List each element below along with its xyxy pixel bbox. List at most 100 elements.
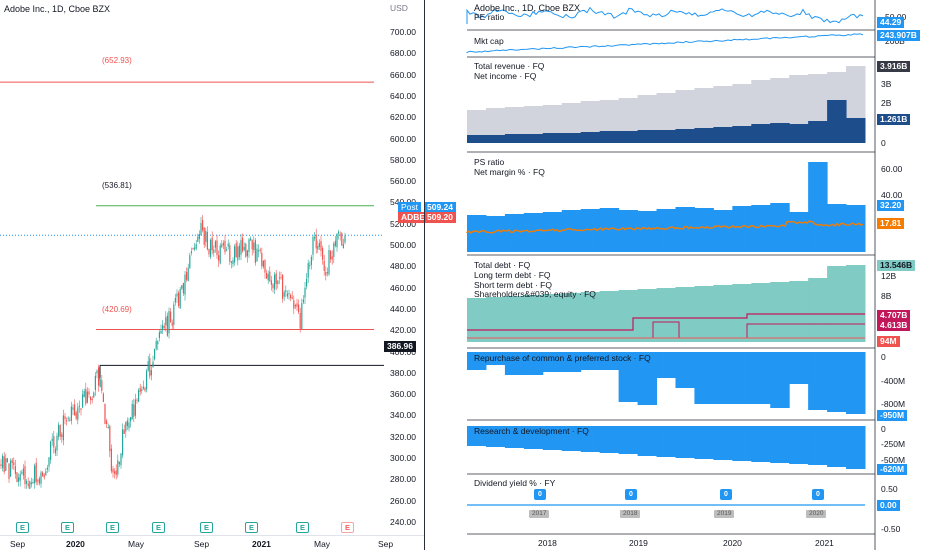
revenue-bar [467, 110, 487, 143]
revenue-bar [485, 108, 506, 143]
price-tick: 680.00 [390, 48, 416, 59]
earnings-marker[interactable]: E [296, 522, 309, 533]
earnings-marker[interactable]: E [106, 522, 119, 533]
candle-body [342, 244, 344, 249]
earnings-marker-upcoming[interactable]: E [341, 522, 354, 533]
repurchase-bar [561, 352, 582, 372]
repurchase-bar [542, 352, 563, 372]
net-income-bar [732, 126, 752, 143]
dividend-year: 2019 [714, 510, 735, 518]
candle-body [24, 466, 26, 485]
debt-tick: 12B [881, 271, 897, 281]
candlestick-chart[interactable] [0, 0, 384, 535]
earnings-marker[interactable]: E [61, 522, 74, 533]
candle-body [219, 245, 221, 264]
date-tick: Sep [378, 539, 394, 549]
price-tick: 260.00 [390, 495, 416, 506]
candle-body [310, 256, 312, 265]
price-tick: 420.00 [390, 325, 416, 336]
earnings-marker[interactable]: E [245, 522, 258, 533]
candle-body [272, 284, 274, 289]
total-debt-bar [656, 288, 676, 342]
candle-body [42, 472, 44, 476]
rnd-bar [523, 426, 544, 449]
candle-body [75, 412, 77, 419]
fundamentals-chart[interactable]: Adobe Inc., 1D, Cboe BZX PE ratio Mkt ca… [425, 0, 932, 550]
candle-body [107, 426, 109, 428]
candle-body [146, 370, 148, 390]
dividend-marker[interactable]: 0 [625, 489, 637, 500]
dividend-marker[interactable]: 0 [812, 489, 824, 500]
dividend-year: 2017 [529, 510, 550, 518]
earnings-marker[interactable]: E [200, 522, 213, 533]
candle-body [222, 243, 224, 246]
candle-body [230, 261, 232, 263]
candle-body [70, 406, 72, 421]
candle-body [96, 370, 98, 374]
candle-body [74, 404, 76, 416]
candle-body [58, 424, 60, 437]
rnd-bar [504, 426, 525, 448]
candle-body [48, 457, 50, 467]
candle-body [106, 420, 108, 424]
candle-body [5, 458, 7, 471]
net-income-bar [675, 129, 695, 143]
price-chart-pane[interactable]: Adobe Inc., 1D, Cboe BZX (652.93) (536.8… [0, 0, 424, 550]
total-debt-bar [485, 297, 506, 342]
ps-ratio-bar [675, 207, 695, 252]
candle-body [162, 324, 164, 331]
repurchase-bar [789, 352, 809, 384]
candle-body [94, 375, 96, 391]
dividend-marker[interactable]: 0 [534, 489, 546, 500]
candle-body [245, 243, 247, 257]
earnings-marker[interactable]: E [152, 522, 165, 533]
candle-body [186, 272, 188, 280]
price-tick: 340.00 [390, 410, 416, 421]
rnd-bar [485, 426, 506, 447]
candle-body [238, 245, 240, 258]
candle-body [130, 417, 132, 422]
dividend-label: Dividend yield % · FY [474, 478, 556, 488]
total-debt-label: Total debt · FQ [474, 260, 531, 270]
candle-body [221, 244, 223, 248]
level-label-top: (652.93) [102, 56, 132, 65]
rnd-bar [713, 426, 733, 460]
candle-body [189, 255, 191, 269]
candle-body [101, 380, 103, 391]
candle-body [235, 243, 237, 258]
crosshair-price-tag: 386.96 [384, 341, 416, 352]
net-income-bar [561, 133, 582, 143]
candle-body [32, 482, 34, 484]
date-tick: May [314, 539, 331, 549]
candle-body [117, 460, 119, 475]
candle-body [18, 477, 20, 482]
candle-body [142, 386, 144, 389]
dividend-marker[interactable]: 0 [720, 489, 732, 500]
rnd-bar [580, 426, 601, 452]
ps-tick: 60.00 [881, 164, 903, 174]
pe-value-tag: 44.29 [877, 17, 905, 28]
candle-body [286, 293, 288, 297]
candle-body [86, 391, 88, 403]
candle-body [176, 293, 178, 297]
candle-body [208, 248, 210, 255]
candle-body [331, 256, 333, 260]
date-tick: May [128, 539, 145, 549]
candle-body [2, 455, 4, 468]
earnings-marker[interactable]: E [16, 522, 29, 533]
price-axis[interactable]: USD 700.00 680.00 660.00 640.00 620.00 600.00… [384, 0, 456, 548]
candle-body [163, 326, 165, 328]
price-tick: 460.00 [390, 282, 416, 293]
candle-body [14, 466, 16, 474]
rnd-bar [467, 426, 487, 446]
candle-body [200, 223, 202, 236]
dividend-year: 2018 [620, 510, 641, 518]
candle-body [182, 282, 184, 294]
time-axis[interactable]: Sep 2020 May Sep 2021 May Sep [0, 535, 424, 550]
ps-ratio-bar [656, 209, 676, 252]
price-tick: 380.00 [390, 367, 416, 378]
candle-body [115, 470, 117, 476]
net-income-bar [789, 124, 809, 143]
candle-body [61, 434, 63, 438]
repurchase-bar [732, 352, 752, 404]
